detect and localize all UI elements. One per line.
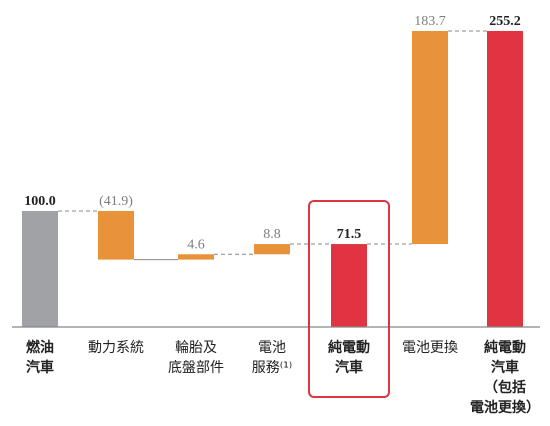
category-label-6-1: 汽車: [491, 359, 519, 376]
bar-2: [178, 254, 214, 260]
value-label-5: 183.7: [414, 14, 446, 29]
category-label-2-1: 底盤部件: [168, 360, 224, 376]
category-label-2-0: 輪胎及: [175, 339, 217, 356]
bar-0: [22, 211, 58, 327]
value-label-0: 100.0: [24, 194, 56, 209]
category-label-4-0: 純電動: [328, 339, 370, 356]
value-label-3: 8.8: [263, 227, 281, 242]
category-label-3-1: 服務⁽¹⁾: [252, 360, 293, 376]
highlight-box: [308, 200, 390, 398]
bar-3: [254, 244, 290, 255]
category-label-6-0: 純電動: [484, 339, 526, 356]
category-label-5-0: 電池更換: [402, 340, 458, 356]
category-label-0-0: 燃油: [26, 339, 54, 356]
category-label-4-1: 汽車: [335, 359, 363, 376]
value-label-2: 4.6: [187, 237, 205, 252]
category-label-1-0: 動力系統: [88, 340, 144, 356]
bar-5: [412, 30, 448, 245]
bar-1: [98, 211, 134, 260]
bar-6: [487, 30, 523, 328]
value-label-1: (41.9): [99, 194, 133, 209]
bar-4: [331, 244, 367, 327]
category-label-3-0: 電池: [258, 340, 286, 356]
value-label-4: 71.5: [337, 227, 362, 242]
value-label-6: 255.2: [489, 14, 521, 29]
category-label-6-3: 電池更換）: [470, 399, 540, 416]
value-labels: 100.0 (41.9) 4.6 8.8 71.5 183.7 255.2: [24, 14, 521, 252]
bars: [22, 30, 523, 328]
category-label-6-2: （包括: [484, 379, 526, 396]
category-label-0-1: 汽車: [26, 359, 54, 376]
